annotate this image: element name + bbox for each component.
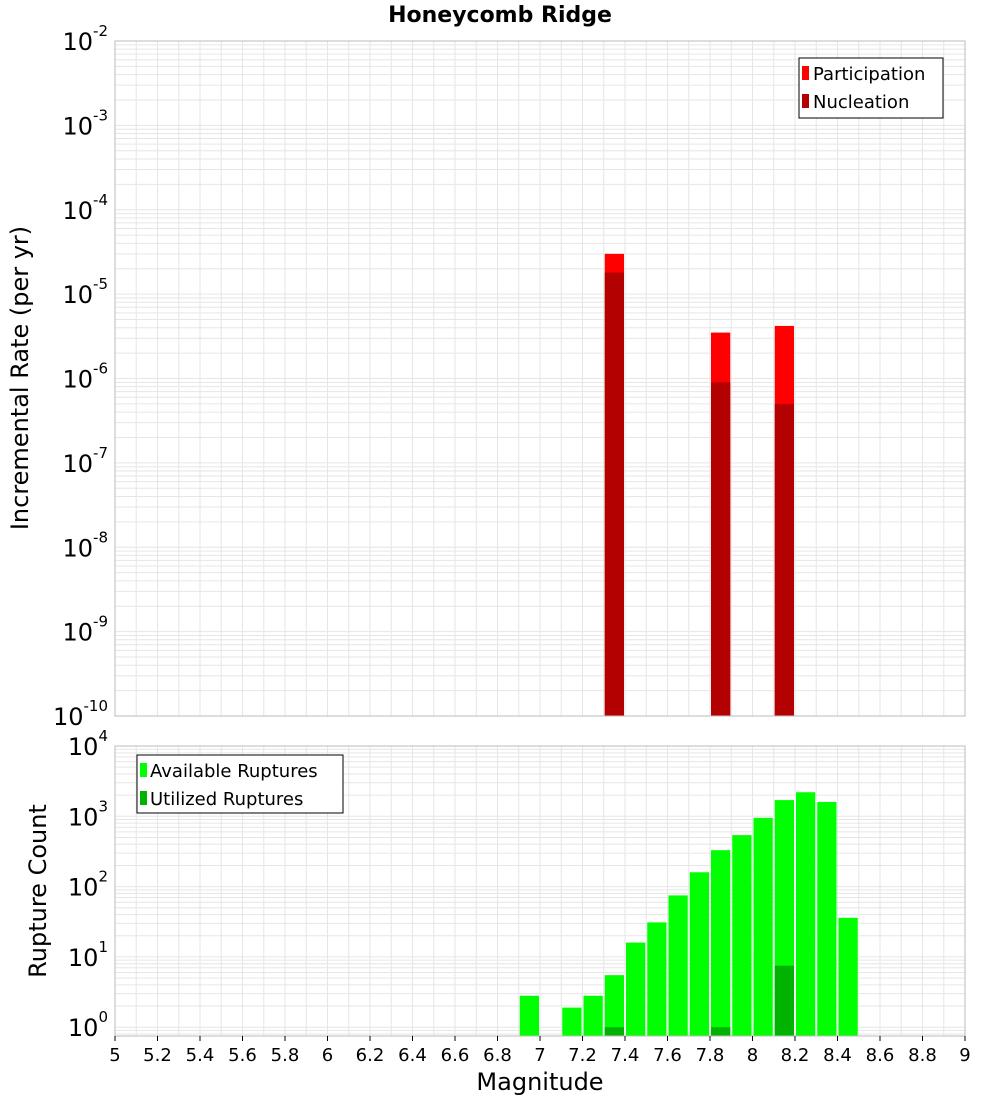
available-ruptures-bar bbox=[519, 995, 539, 1036]
available-ruptures-bar bbox=[732, 835, 752, 1036]
participation-legend-swatch bbox=[802, 66, 809, 80]
top-y-tick-label: 10-4 bbox=[62, 191, 108, 225]
x-tick-label: 5.2 bbox=[143, 1045, 172, 1066]
top-y-tick-label: 10-10 bbox=[53, 697, 108, 731]
bottom-plot: 100 101 102 103 104 5 5.2 5.4 5.6 5.8 6 6.2 6.4 6.6 6… bbox=[24, 727, 971, 1096]
bottom-y-tick-label: 102 bbox=[68, 868, 108, 902]
x-tick-label: 5 bbox=[109, 1045, 120, 1066]
x-tick-label: 5.8 bbox=[271, 1045, 300, 1066]
x-tick-label: 8.8 bbox=[908, 1045, 937, 1066]
x-tick-label: 8.2 bbox=[781, 1045, 810, 1066]
chart-title: Honeycomb Ridge bbox=[388, 3, 612, 28]
bottom-legend-box bbox=[136, 754, 344, 814]
nucleation-bar bbox=[604, 272, 624, 716]
x-tick-label: 7 bbox=[534, 1045, 545, 1066]
available-ruptures-bar bbox=[689, 872, 709, 1036]
nucleation-bar bbox=[774, 403, 794, 716]
available-ruptures-bar bbox=[838, 917, 858, 1036]
x-tick-label: 8.6 bbox=[866, 1045, 895, 1066]
utilized-ruptures-legend-label: Utilized Ruptures bbox=[150, 789, 303, 810]
top-plot-frame bbox=[114, 40, 966, 717]
participation-legend-label: Participation bbox=[813, 64, 925, 85]
x-tick-label: 6.6 bbox=[441, 1045, 470, 1066]
top-y-tick-label: 10-8 bbox=[62, 528, 108, 562]
top-y-tick-label: 10-2 bbox=[62, 22, 108, 56]
available-ruptures-bar bbox=[626, 942, 646, 1036]
available-ruptures-bar bbox=[753, 817, 773, 1036]
bottom-y-tick-label: 103 bbox=[68, 797, 108, 831]
bottom-y-tick-label: 100 bbox=[68, 1008, 108, 1042]
top-y-tick-label: 10-7 bbox=[62, 444, 108, 478]
x-tick-label: 5.4 bbox=[186, 1045, 215, 1066]
available-ruptures-bar bbox=[604, 975, 624, 1036]
top-legend-box bbox=[798, 57, 944, 119]
bottom-plot-bars bbox=[519, 792, 858, 1036]
top-plot-bars bbox=[604, 253, 794, 716]
available-ruptures-legend-swatch bbox=[140, 763, 147, 777]
bottom-plot-x-ticks: 5 5.2 5.4 5.6 5.8 6 6.2 6.4 6.6 6.8 7 7.2 7.4 7.6 7.8 8… bbox=[109, 1036, 971, 1066]
utilized-ruptures-bar bbox=[711, 1027, 731, 1036]
top-plot-legend: Participation Nucleation bbox=[798, 57, 944, 119]
x-tick-label: 5.6 bbox=[228, 1045, 257, 1066]
x-tick-label: 6.2 bbox=[356, 1045, 385, 1066]
x-tick-label: 7.4 bbox=[611, 1045, 640, 1066]
available-ruptures-bar bbox=[583, 995, 603, 1036]
available-ruptures-bar bbox=[796, 792, 816, 1036]
top-plot-grid bbox=[114, 40, 966, 717]
nucleation-legend-label: Nucleation bbox=[813, 92, 909, 113]
x-tick-label: 7.2 bbox=[568, 1045, 597, 1066]
top-y-tick-label: 10-6 bbox=[62, 360, 108, 394]
nucleation-legend-swatch bbox=[802, 94, 809, 108]
utilized-ruptures-bar bbox=[604, 1027, 624, 1036]
available-ruptures-bar bbox=[711, 850, 731, 1036]
top-plot: 10-10 10-9 10-8 10-7 10-6 10-5 10-4 10-3 10-2 In… bbox=[6, 22, 966, 731]
top-y-tick-label: 10-9 bbox=[62, 613, 108, 647]
x-tick-label: 6.4 bbox=[398, 1045, 427, 1066]
bottom-plot-legend: Available Ruptures Utilized Ruptures bbox=[136, 754, 344, 814]
top-plot-y-label: Incremental Rate (per yr) bbox=[6, 226, 34, 530]
available-ruptures-legend-label: Available Ruptures bbox=[150, 761, 318, 782]
utilized-ruptures-legend-swatch bbox=[140, 791, 147, 805]
top-y-tick-label: 10-5 bbox=[62, 275, 108, 309]
utilized-ruptures-bar bbox=[774, 965, 794, 1036]
available-ruptures-bar bbox=[647, 922, 667, 1036]
x-tick-label: 6.8 bbox=[483, 1045, 512, 1066]
available-ruptures-bar bbox=[817, 801, 837, 1036]
x-tick-label: 9 bbox=[959, 1045, 970, 1066]
x-tick-label: 8.4 bbox=[823, 1045, 852, 1066]
bottom-y-tick-label: 101 bbox=[68, 938, 108, 972]
bottom-plot-y-ticks: 100 101 102 103 104 bbox=[68, 727, 108, 1042]
x-tick-label: 8 bbox=[747, 1045, 758, 1066]
available-ruptures-bar bbox=[562, 1007, 582, 1036]
x-tick-label: 6 bbox=[322, 1045, 333, 1066]
top-y-tick-label: 10-3 bbox=[62, 106, 108, 140]
bottom-plot-x-label: Magnitude bbox=[476, 1068, 603, 1096]
x-tick-label: 7.6 bbox=[653, 1045, 682, 1066]
available-ruptures-bar bbox=[668, 895, 688, 1036]
x-tick-label: 7.8 bbox=[696, 1045, 725, 1066]
nucleation-bar bbox=[711, 382, 731, 716]
bottom-y-tick-label: 104 bbox=[68, 727, 108, 761]
top-plot-y-ticks: 10-10 10-9 10-8 10-7 10-6 10-5 10-4 10-3 10-2 bbox=[53, 22, 108, 731]
bottom-plot-y-label: Rupture Count bbox=[24, 804, 52, 978]
